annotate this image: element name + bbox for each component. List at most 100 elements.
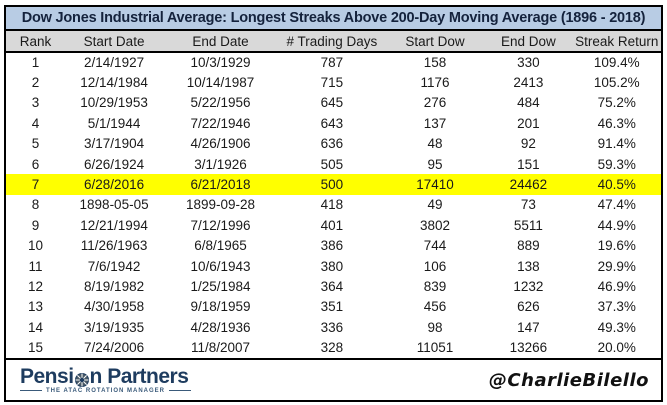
table-cell: 37.3% <box>597 299 636 315</box>
table-row: 7 6/28/2016 6/21/2018 500 17410 24462 40.5% <box>6 174 661 195</box>
table-cell: 645 <box>320 95 344 111</box>
column-header: End Dow <box>500 33 556 49</box>
table-cell: 92 <box>520 136 536 152</box>
streaks-table: Rank Start Date End Date # Trading Days Star… <box>6 31 661 358</box>
table-cell: 715 <box>320 75 344 91</box>
table-cell: 636 <box>320 136 344 152</box>
table-cell: 7/6/1942 <box>87 258 141 274</box>
table-body: 1 2/14/1927 10/3/1929 787 158 330 109.4% 2 12/14… <box>6 52 661 358</box>
table-cell: 13 <box>27 299 43 315</box>
table-cell: 98 <box>427 319 443 335</box>
table-cell: 505 <box>320 156 344 172</box>
table-cell: 12/14/1984 <box>80 75 148 91</box>
table-row: 2 12/14/1984 10/14/1987 715 1176 2413 105.2% <box>6 72 661 92</box>
table-cell: 3/1/1926 <box>194 156 247 172</box>
table-cell: 364 <box>320 278 344 294</box>
table-cell: 10/6/1943 <box>190 258 251 274</box>
table-cell: 484 <box>517 95 540 111</box>
column-header: Streak Return <box>575 33 659 49</box>
table-cell: 3802 <box>419 217 451 233</box>
column-header: # Trading Days <box>286 33 378 49</box>
table-cell: 91.4% <box>597 136 636 152</box>
logo-text-part2: n Partners <box>89 364 189 388</box>
table-row: 8 1898-05-05 1899-09-28 418 49 73 47.4% <box>6 195 661 215</box>
table-cell: 201 <box>517 115 540 131</box>
table-cell: 889 <box>517 238 540 254</box>
table-cell: 24462 <box>509 177 548 193</box>
table-cell: 13266 <box>509 340 548 356</box>
column-header: End Date <box>192 33 249 49</box>
table-cell: 12/21/1994 <box>80 217 148 233</box>
logo-name: Pensi n Partners <box>20 364 191 388</box>
table-cell: 17410 <box>416 177 454 193</box>
table-cell: 20.0% <box>597 340 636 356</box>
table-cell: 106 <box>423 258 447 274</box>
table-frame: Dow Jones Industrial Average: Longest St… <box>4 5 663 402</box>
table-cell: 9/18/1959 <box>190 299 251 315</box>
table-cell: 5/1/1944 <box>87 115 141 131</box>
table-cell: 137 <box>423 115 447 131</box>
logo-tagline: THE ATAC ROTATION MANAGER <box>20 388 191 394</box>
table-cell: 626 <box>517 299 540 315</box>
table-cell: 10/14/1987 <box>186 75 255 91</box>
table-cell: 418 <box>320 197 344 213</box>
table-cell: 14 <box>27 319 43 335</box>
table-cell: 109.4% <box>593 55 640 71</box>
table-cell: 11/8/2007 <box>190 340 251 356</box>
table-cell: 7/22/1946 <box>190 115 251 131</box>
table-cell: 5 <box>31 136 40 152</box>
table-cell: 75.2% <box>597 95 636 111</box>
table-cell: 7/12/1996 <box>190 217 251 233</box>
table-cell: 138 <box>517 258 540 274</box>
table-row: 12 8/19/1982 1/25/1984 364 839 1232 46.9% <box>6 276 661 296</box>
table-cell: 3 <box>31 95 40 111</box>
globe-icon <box>74 371 89 387</box>
table-row: 3 10/29/1953 5/22/1956 645 276 484 75.2% <box>6 93 661 113</box>
table-cell: 11051 <box>416 340 454 356</box>
column-header: Rank <box>19 33 52 49</box>
table-cell: 10/29/1953 <box>80 95 148 111</box>
pension-partners-logo: Pensi n Partners THE ATAC ROTATION MANAGE… <box>20 364 191 394</box>
table-cell: 11/26/1963 <box>80 238 148 254</box>
table-row: 10 11/26/1963 6/8/1965 386 744 889 19.6% <box>6 236 661 256</box>
table-cell: 336 <box>320 319 344 335</box>
table-cell: 500 <box>320 177 344 193</box>
table-cell: 151 <box>517 156 540 172</box>
table-cell: 1898-05-05 <box>79 197 149 213</box>
table-cell: 44.9% <box>597 217 636 233</box>
table-cell: 147 <box>517 319 540 335</box>
table-cell: 4/26/1906 <box>190 136 251 152</box>
table-cell: 456 <box>423 299 447 315</box>
table-cell: 3/19/1935 <box>84 319 145 335</box>
table-row: 9 12/21/1994 7/12/1996 401 3802 5511 44.9% <box>6 215 661 235</box>
table-cell: 12 <box>27 278 43 294</box>
table-cell: 643 <box>320 115 344 131</box>
table-cell: 1232 <box>513 278 544 294</box>
table-cell: 48 <box>427 136 443 152</box>
table-cell: 49 <box>427 197 443 213</box>
table-cell: 2 <box>31 75 40 91</box>
logo-text-part1: Pensi <box>20 364 74 388</box>
table-cell: 7/24/2006 <box>84 340 145 356</box>
table-header-row: Rank Start Date End Date # Trading Days Star… <box>6 31 661 52</box>
twitter-credit: @CharlieBilello <box>488 369 649 391</box>
table-cell: 46.3% <box>597 115 636 131</box>
table-cell: 1 <box>31 55 40 71</box>
table-cell: 1899-09-28 <box>185 197 256 213</box>
table-cell: 328 <box>320 340 344 356</box>
table-cell: 10 <box>27 238 43 254</box>
table-cell: 744 <box>423 238 447 254</box>
table-cell: 6/26/1924 <box>84 156 145 172</box>
table-cell: 7 <box>31 177 40 193</box>
table-cell: 6 <box>31 156 40 172</box>
table-cell: 4/28/1936 <box>190 319 251 335</box>
page-title: Dow Jones Industrial Average: Longest St… <box>6 7 661 31</box>
table-cell: 8/19/1982 <box>84 278 145 294</box>
table-cell: 73 <box>520 197 536 213</box>
table-cell: 11 <box>28 258 43 274</box>
column-header: Start Dow <box>405 33 465 49</box>
table-cell: 1176 <box>420 75 450 91</box>
table-cell: 19.6% <box>597 238 636 254</box>
table-cell: 2413 <box>513 75 544 91</box>
table-cell: 401 <box>320 217 344 233</box>
